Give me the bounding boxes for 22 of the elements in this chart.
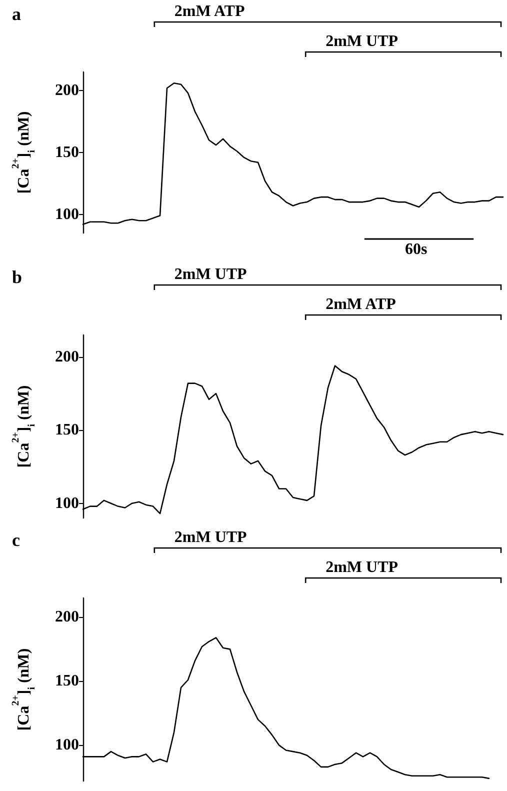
text: 2mM ATP — [326, 296, 396, 314]
text: 2mM UTP — [174, 266, 247, 284]
chart-title: a — [12, 4, 21, 25]
text: 2mM UTP — [174, 529, 247, 547]
text: 2mM UTP — [326, 33, 398, 51]
y-axis-title: [Ca2+]i (nM) — [10, 111, 38, 194]
y-tick-label: 150 — [55, 672, 79, 690]
y-axis-title: [Ca2+]i (nM) — [10, 648, 38, 731]
y-axis-title: [Ca2+]i (nM) — [10, 385, 38, 468]
text: 60s — [405, 241, 428, 259]
chart-title: c — [12, 530, 20, 551]
y-tick-label: 100 — [55, 494, 79, 512]
y-tick-label: 100 — [55, 206, 79, 223]
chart-title: b — [12, 267, 22, 288]
y-tick-label: 150 — [55, 144, 79, 161]
text: 2mM ATP — [174, 3, 245, 21]
y-tick-label: 100 — [55, 736, 79, 754]
text: 2mM UTP — [326, 559, 398, 577]
y-tick-label: 200 — [55, 82, 79, 100]
y-tick-label: 200 — [55, 608, 79, 626]
y-tick-label: 200 — [55, 348, 79, 366]
y-tick-label: 150 — [55, 422, 79, 439]
